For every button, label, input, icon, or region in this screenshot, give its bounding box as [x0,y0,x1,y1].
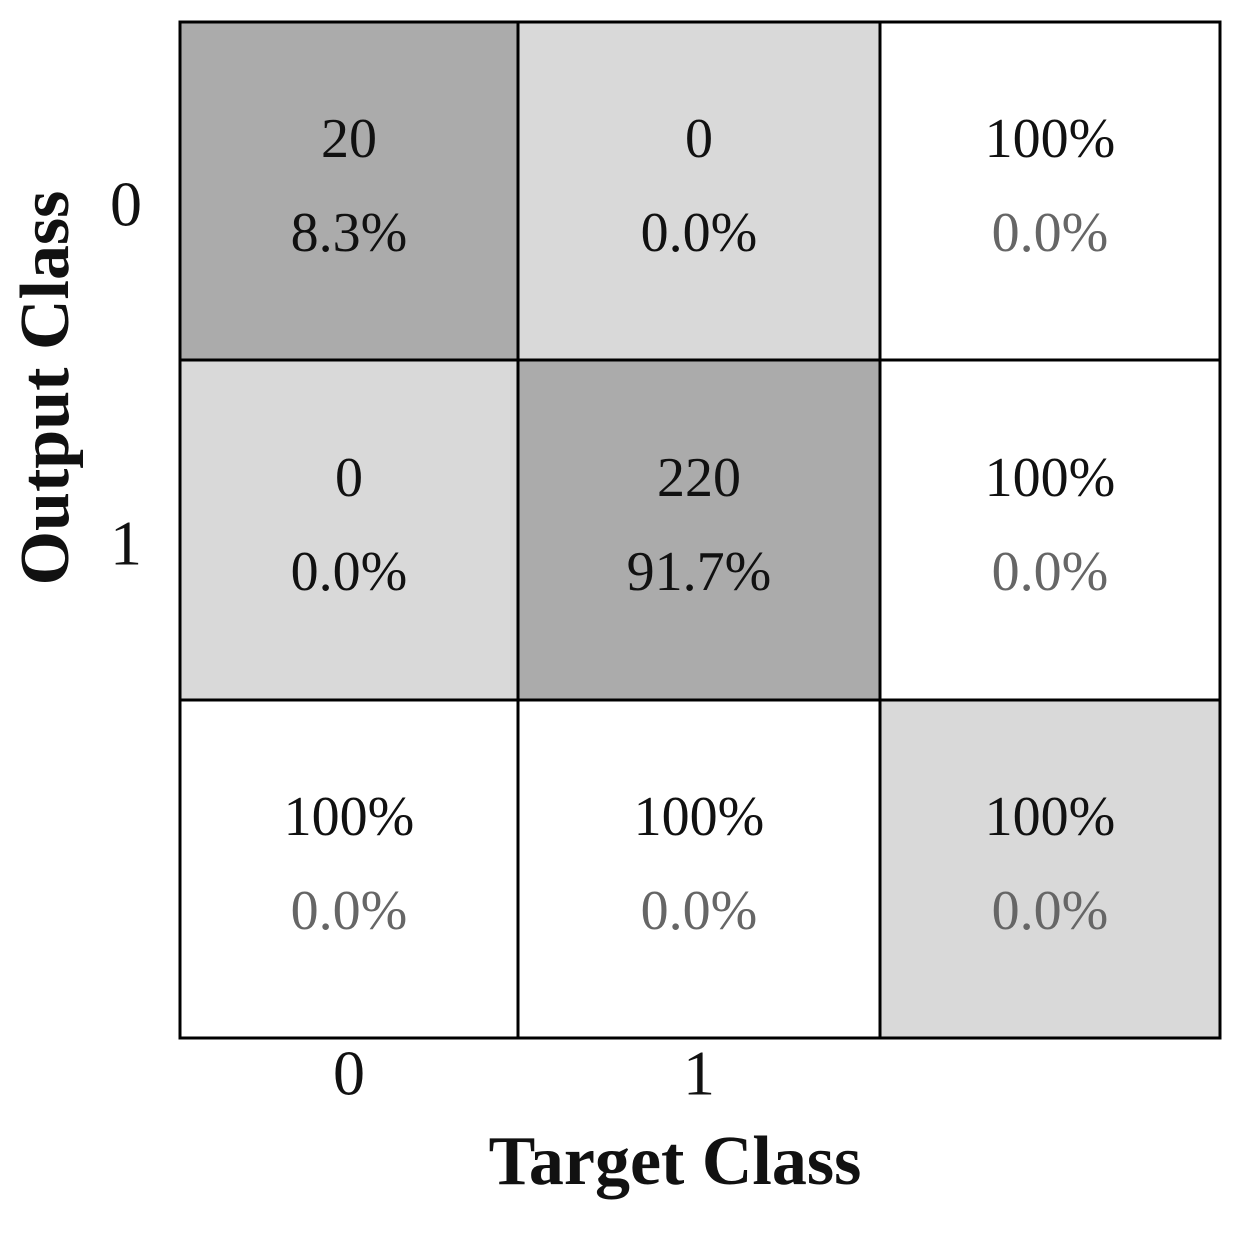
cell-value: 0 [685,108,713,170]
cell-value: 100% [985,786,1116,848]
cell [178,698,520,1040]
x-axis-title: Target Class [489,1123,862,1200]
cell [178,20,520,362]
cell-value: 100% [284,786,415,848]
cell [878,20,1222,362]
cell-percent: 91.7% [627,541,772,603]
y-tick-label: 1 [110,508,142,579]
cell-value: 0 [335,447,363,509]
cell [516,358,882,702]
cell [178,358,520,702]
cell [516,698,882,1040]
cell-value: 220 [657,447,741,509]
cell-value: 100% [985,447,1116,509]
cell-percent: 8.3% [291,202,408,264]
x-tick-label: 1 [683,1038,715,1109]
cell-percent: 0.0% [992,202,1109,264]
cell-percent: 0.0% [641,880,758,942]
cell-value: 20 [321,108,377,170]
x-tick-label: 0 [333,1038,365,1109]
y-axis-title: Output Class [7,191,84,586]
y-tick-label: 0 [110,169,142,240]
cell-percent: 0.0% [992,541,1109,603]
cell-percent: 0.0% [291,880,408,942]
cell-percent: 0.0% [641,202,758,264]
cell-value: 100% [634,786,765,848]
cell-value: 100% [985,108,1116,170]
cell [516,20,882,362]
cell-percent: 0.0% [992,880,1109,942]
cell-percent: 0.0% [291,541,408,603]
cell [878,698,1222,1040]
cell [878,358,1222,702]
